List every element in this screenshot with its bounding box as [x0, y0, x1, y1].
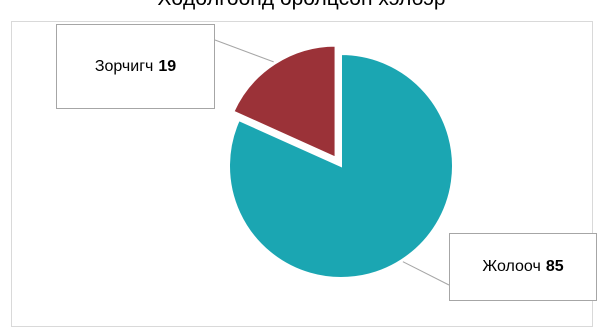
pie-slice-0 [228, 52, 454, 279]
data-label-value: 85 [545, 258, 564, 275]
leader-line-1 [214, 39, 274, 63]
pie-slices [228, 44, 454, 279]
data-label-zholooch: Жолооч 85 [449, 233, 597, 301]
pie-slice-1 [232, 44, 337, 160]
chart-area [11, 21, 593, 327]
data-label-zorchigch: Зорчигч 19 [56, 24, 215, 109]
leader-line-0 [402, 261, 450, 286]
data-label-value: 19 [158, 57, 177, 75]
chart-title: Хөдөлгөөнд оролцсон хэлбэр [0, 0, 603, 12]
leader-lines [214, 39, 450, 286]
data-label-category: Зорчигч [94, 57, 154, 75]
data-label-category: Жолооч [482, 258, 541, 275]
